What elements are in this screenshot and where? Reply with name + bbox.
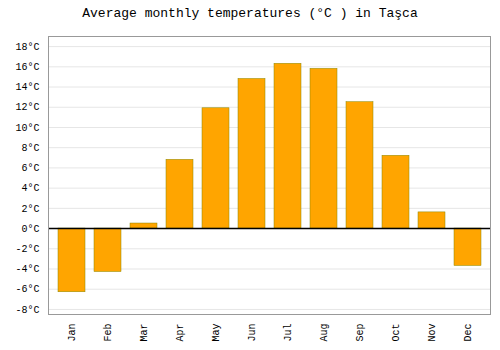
svg-text:4°C: 4°C xyxy=(21,183,39,194)
svg-text:Jan: Jan xyxy=(67,324,78,342)
svg-text:Jul: Jul xyxy=(283,324,294,342)
svg-text:6°C: 6°C xyxy=(21,163,39,174)
svg-text:18°C: 18°C xyxy=(15,42,39,53)
svg-text:2°C: 2°C xyxy=(21,204,39,215)
svg-text:May: May xyxy=(211,324,222,342)
svg-text:10°C: 10°C xyxy=(15,123,39,134)
html-text:Average monthly temperatures (: Average monthly temperatures (°C ) in Ta… xyxy=(82,6,418,21)
svg-text:Oct: Oct xyxy=(391,324,402,342)
svg-text:16°C: 16°C xyxy=(15,62,39,73)
svg-text:Nov: Nov xyxy=(427,324,438,342)
svg-text:-8°C: -8°C xyxy=(15,305,39,316)
svg-text:Aug: Aug xyxy=(319,324,330,342)
svg-text:Apr: Apr xyxy=(175,324,186,342)
svg-text:Feb: Feb xyxy=(103,324,114,342)
svg-text:12°C: 12°C xyxy=(15,102,39,113)
svg-text:Dec: Dec xyxy=(463,324,474,342)
svg-text:14°C: 14°C xyxy=(15,82,39,93)
svg-text:0°C: 0°C xyxy=(21,224,39,235)
svg-text:-2°C: -2°C xyxy=(15,244,39,255)
svg-text:8°C: 8°C xyxy=(21,143,39,154)
svg-text:Jun: Jun xyxy=(247,324,258,342)
svg-text:Sep: Sep xyxy=(355,324,366,342)
svg-text:Mar: Mar xyxy=(139,324,150,342)
svg-text:-4°C: -4°C xyxy=(15,264,39,275)
svg-text:-6°C: -6°C xyxy=(15,284,39,295)
